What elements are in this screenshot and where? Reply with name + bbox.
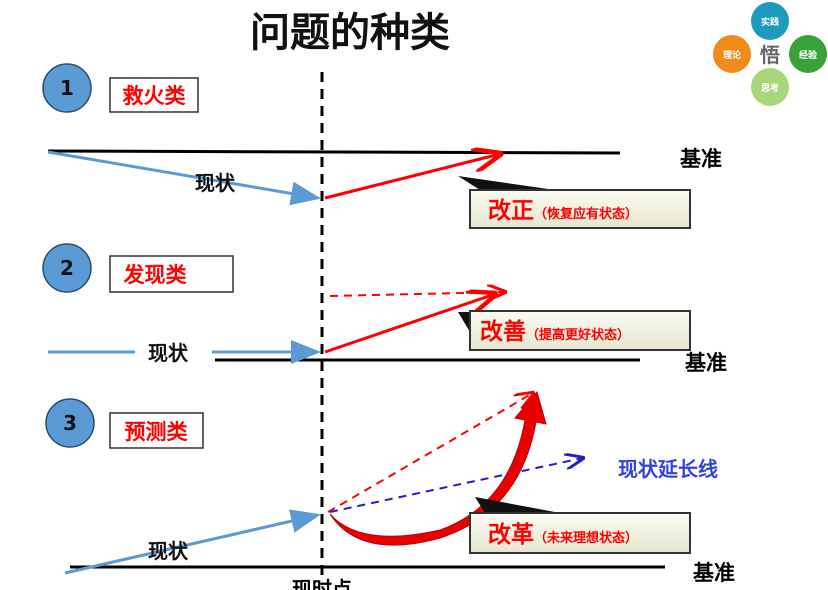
svg-text:理论: 理论: [723, 49, 742, 61]
number-badge: [42, 63, 92, 113]
section-3: 3 预测类 基准 现状 现状延长线 改革（未来理想状态）: [45, 392, 735, 585]
label-box: [109, 77, 199, 113]
svg-text:现状: 现状: [148, 539, 189, 563]
improve-arrow: [324, 294, 495, 354]
svg-text:改革（未来理想状态）: 改革（未来理想状态）: [488, 522, 638, 548]
label-box: [109, 255, 234, 293]
status-arrow: [64, 509, 321, 575]
svg-text:发现类: 发现类: [123, 263, 188, 287]
svg-text:救火类: 救火类: [123, 84, 187, 108]
svg-text:实践: 实践: [761, 16, 779, 28]
extension-label: 现状延长线: [618, 457, 718, 481]
number-badge: [42, 243, 92, 293]
svg-text:现状: 现状: [195, 171, 236, 195]
status-arrow: [47, 150, 321, 206]
logo-cycle: 悟 实践 经验 思考 理论: [713, 2, 827, 106]
svg-text:基准: 基准: [680, 147, 722, 171]
section-2: 2 发现类 基准 现状 改善（提高更好状态）: [42, 243, 727, 375]
svg-text:1: 1: [60, 76, 74, 100]
callout: [469, 189, 691, 229]
section-1: 1 救火类 基准 现状 改正（恢复应有状态）: [42, 63, 722, 229]
baseline: [47, 149, 621, 155]
svg-text:预测类: 预测类: [125, 420, 189, 444]
svg-text:改善（提高更好状态）: 改善（提高更好状态）: [480, 318, 630, 345]
label-box: [109, 412, 204, 449]
svg-text:悟: 悟: [760, 43, 780, 67]
page-title: 问题的种类: [250, 10, 450, 56]
svg-text:现状: 现状: [148, 341, 189, 365]
svg-text:基准: 基准: [693, 561, 735, 585]
svg-text:改正（恢复应有状态）: 改正（恢复应有状态）: [488, 198, 638, 224]
callout: [469, 512, 691, 554]
svg-text:基准: 基准: [685, 351, 727, 375]
callout: [469, 310, 691, 351]
now-point-label: 现时点: [292, 577, 352, 590]
number-badge: [45, 398, 95, 448]
correction-arrow: [324, 154, 500, 200]
svg-text:思考: 思考: [761, 82, 779, 94]
svg-text:经验: 经验: [799, 49, 818, 61]
svg-text:2: 2: [60, 256, 74, 280]
svg-text:3: 3: [63, 411, 77, 435]
